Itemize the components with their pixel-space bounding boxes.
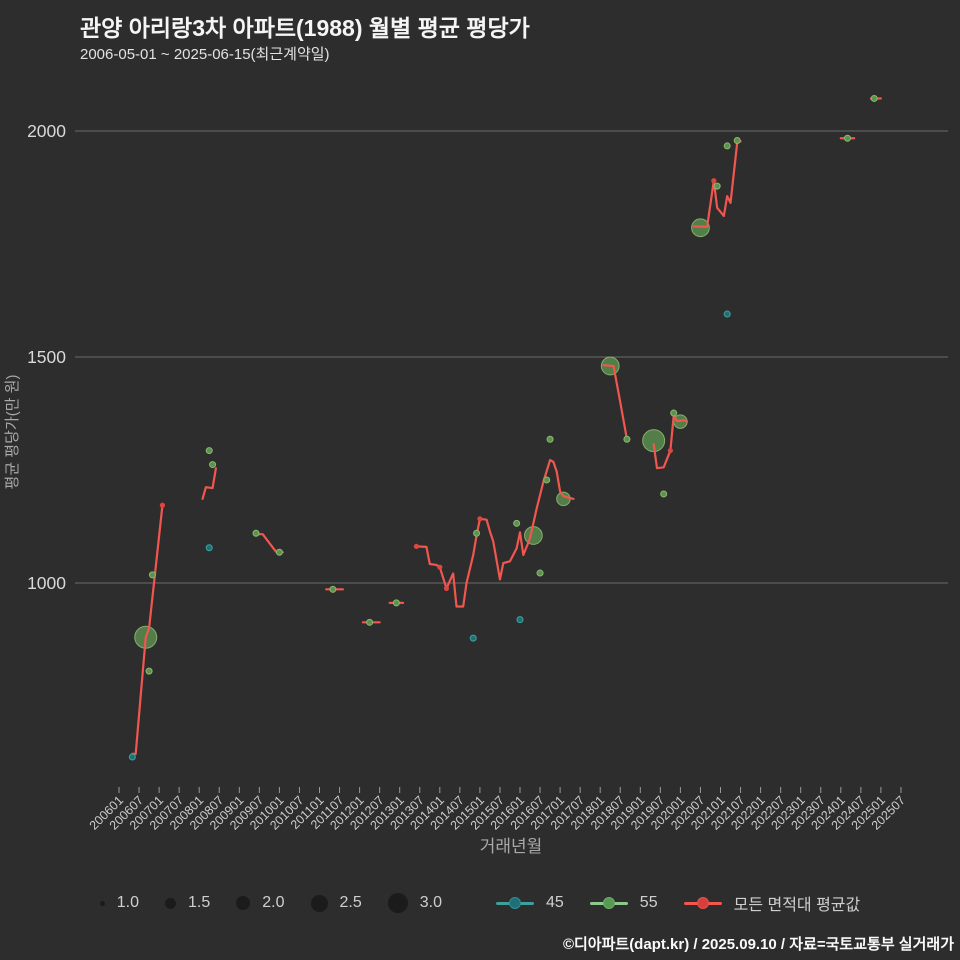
size-bubble-icon [387, 893, 408, 913]
green-series-marker-icon [589, 897, 628, 909]
y-tick-label: 2000 [27, 121, 66, 141]
point-45 [516, 616, 524, 624]
average-line-segment [602, 364, 629, 441]
average-point [413, 543, 420, 549]
size-legend-item-5[interactable]: 3.0 [387, 893, 442, 913]
size-legend-label: 3.0 [419, 894, 442, 911]
point-55 [513, 519, 521, 527]
average-point [667, 447, 673, 454]
source-credit: ©디아파트(dapt.kr) / 2025.09.10 / 자료=국토교통부 실… [562, 936, 954, 953]
size-legend-label: 1.0 [116, 894, 139, 911]
average-line-segment [692, 140, 742, 228]
average-point [477, 516, 483, 522]
bubble-55 [556, 491, 571, 507]
legend: 1.0 1.5 2.0 2.5 3.0 45 [0, 891, 960, 915]
date-range-subtitle: 2006-05-01 ~ 2025-06-15(최근계약일) [80, 46, 330, 63]
series-legend: 45 55 모든 면적대 평균값 [496, 891, 860, 915]
average-line-segment [131, 504, 164, 755]
size-legend-item-2[interactable]: 1.5 [165, 894, 210, 912]
average-point [437, 564, 443, 570]
point-55 [148, 571, 156, 579]
series-legend-item-45[interactable]: 45 [496, 894, 564, 912]
size-bubble-icon [99, 900, 105, 906]
size-legend-item-3[interactable]: 2.0 [236, 894, 285, 912]
point-55 [713, 182, 721, 190]
series-legend-item-average[interactable]: 모든 면적대 평균값 [683, 891, 861, 915]
red-series-marker-icon [683, 897, 722, 909]
size-legend-item-4[interactable]: 2.5 [310, 894, 362, 912]
size-legend: 1.0 1.5 2.0 2.5 3.0 [99, 893, 442, 913]
y-tick-label: 1000 [27, 573, 66, 593]
series-legend-item-55[interactable]: 55 [589, 894, 658, 912]
bubble-55 [523, 526, 543, 545]
point-55 [670, 409, 678, 417]
size-bubble-icon [310, 894, 328, 912]
point-55 [366, 618, 374, 626]
point-55 [543, 476, 551, 484]
size-legend-label: 1.5 [188, 894, 211, 911]
point-55 [473, 529, 481, 537]
size-legend-label: 2.5 [339, 894, 362, 911]
point-55 [843, 134, 851, 142]
point-55 [205, 447, 213, 455]
y-tick-label: 1500 [27, 347, 66, 367]
series-legend-label: 모든 면적대 평균값 [733, 897, 861, 914]
average-point [711, 178, 717, 184]
point-55 [733, 136, 741, 144]
average-point [443, 585, 450, 592]
size-bubble-icon [236, 896, 251, 910]
point-45 [469, 634, 477, 642]
y-axis-title: 평균 평당가(만 원) [4, 375, 21, 490]
point-55 [723, 142, 731, 150]
point-55 [660, 490, 668, 498]
average-point [159, 502, 166, 508]
point-55 [252, 529, 260, 537]
point-55 [870, 94, 878, 102]
point-55 [623, 435, 631, 443]
series-legend-label: 55 [639, 894, 658, 911]
point-55 [546, 435, 554, 443]
point-55 [392, 599, 400, 607]
average-line-segment [652, 414, 689, 470]
point-55 [145, 667, 153, 675]
bubble-55 [691, 218, 710, 238]
point-45 [128, 753, 136, 761]
average-line-segment [201, 467, 218, 501]
point-55 [329, 585, 337, 593]
point-55 [536, 569, 544, 577]
point-45 [205, 544, 213, 552]
size-bubble-icon [165, 897, 176, 909]
point-45 [723, 310, 731, 318]
page-title: 관양 아리랑3차 아파트(1988) 월별 평균 평당가 [80, 15, 530, 41]
average-line-segment [415, 458, 575, 608]
point-55 [209, 461, 217, 469]
series-legend-label: 45 [546, 894, 564, 911]
point-55 [275, 548, 283, 556]
size-legend-label: 2.0 [262, 894, 285, 911]
teal-series-marker-icon [496, 897, 534, 909]
size-legend-item-1[interactable]: 1.0 [99, 894, 139, 912]
x-axis-title: 거래년월 [480, 837, 543, 856]
